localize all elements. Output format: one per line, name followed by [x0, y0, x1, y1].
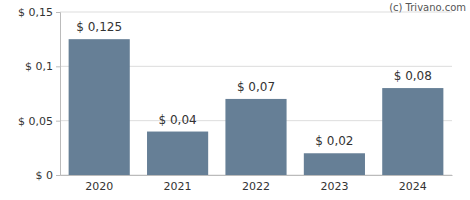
bar — [225, 99, 286, 175]
bar — [382, 88, 443, 175]
y-tick: $ 0,05 — [18, 115, 60, 128]
chart: $ 0 $ 0,05 $ 0,1 $ 0,15 2020 2021 2022 2023 2024… — [0, 0, 470, 200]
x-tick: 2021 — [164, 175, 192, 193]
y-tick: $ 0,1 — [25, 60, 60, 73]
y-axis-line — [56, 13, 61, 176]
bar — [304, 153, 365, 175]
x-tick: 2020 — [85, 175, 113, 193]
x-tick-label: 2020 — [85, 180, 113, 193]
y-tick-label: $ 0 — [36, 169, 54, 182]
y-tick: $ 0,15 — [18, 6, 60, 19]
x-tick: 2024 — [399, 175, 427, 193]
y-tick-label: $ 0,05 — [18, 115, 53, 128]
y-tick: $ 0 — [36, 169, 61, 182]
annotation: (c) Trivano.com — [389, 2, 466, 13]
y-tick-mark — [56, 12, 60, 13]
data-label: $ 0,125 — [76, 20, 122, 34]
bars — [69, 39, 444, 175]
x-tick: 2023 — [320, 175, 348, 193]
data-label: $ 0,04 — [159, 113, 197, 127]
x-tick-label: 2024 — [399, 180, 427, 193]
x-axis: 2020 2021 2022 2023 2024 — [61, 175, 453, 193]
x-tick-label: 2021 — [164, 180, 192, 193]
data-label: $ 0,02 — [315, 134, 353, 148]
y-tick-mark — [56, 121, 60, 122]
x-tick-label: 2022 — [242, 180, 270, 193]
y-axis: $ 0 $ 0,05 $ 0,1 $ 0,15 — [18, 6, 61, 182]
data-label: $ 0,07 — [237, 80, 275, 94]
data-labels: $ 0,125 $ 0,04 $ 0,07 $ 0,02 $ 0,08 — [76, 20, 432, 148]
data-label: $ 0,08 — [394, 69, 432, 83]
bar — [147, 132, 208, 175]
x-tick: 2022 — [242, 175, 270, 193]
y-tick-mark — [56, 66, 60, 67]
grid — [60, 12, 452, 175]
y-tick-label: $ 0,15 — [18, 6, 53, 19]
bar — [69, 39, 130, 175]
y-tick-label: $ 0,1 — [25, 60, 53, 73]
y-tick-mark — [56, 175, 60, 176]
x-tick-label: 2023 — [320, 180, 348, 193]
x-axis-line — [61, 175, 453, 176]
